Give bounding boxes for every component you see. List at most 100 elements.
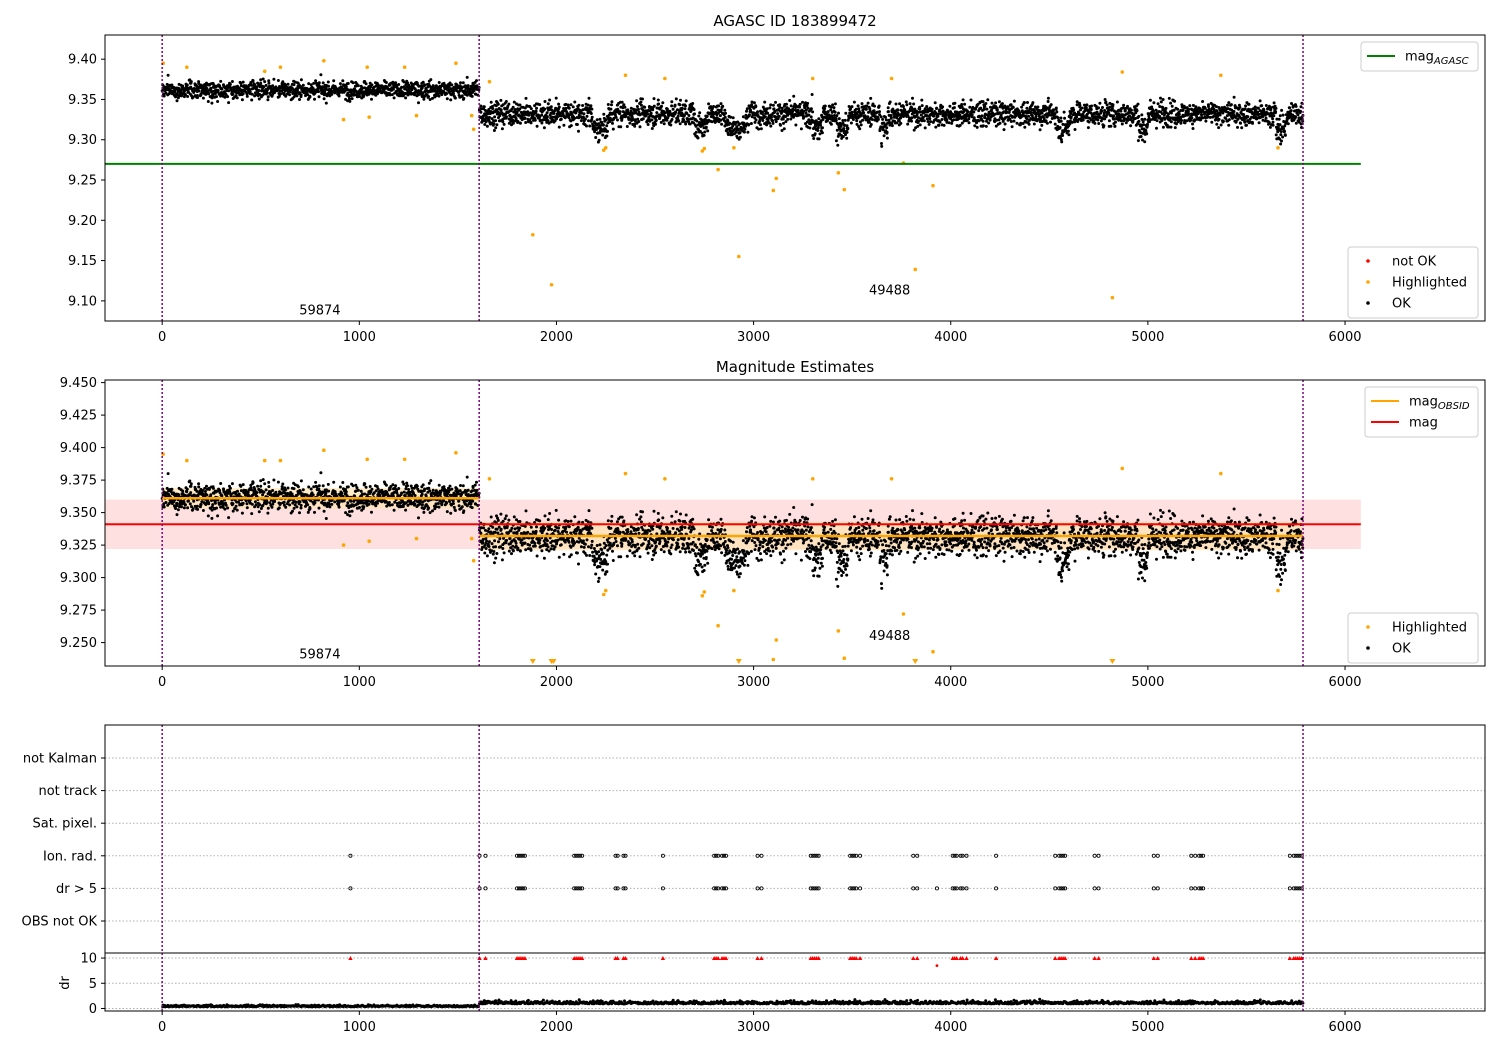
agasc-ok-point bbox=[958, 123, 962, 127]
agasc-ok-point bbox=[636, 107, 640, 111]
agasc-ok-point bbox=[271, 84, 275, 88]
agasc-ok-point bbox=[511, 105, 515, 109]
agasc-ok-point bbox=[1224, 117, 1228, 120]
agasc-ok-point bbox=[392, 96, 396, 100]
agasc-ok-point bbox=[816, 126, 820, 130]
estimates-ok-point bbox=[258, 503, 262, 507]
agasc-ok-point bbox=[879, 115, 883, 119]
agasc-ok-point bbox=[723, 115, 727, 119]
agasc-ok-point bbox=[445, 97, 449, 101]
agasc-ok-point bbox=[1161, 125, 1165, 129]
agasc-ok-point bbox=[687, 114, 691, 117]
agasc-ok-point bbox=[646, 123, 650, 126]
estimates-ok-point bbox=[241, 501, 245, 505]
agasc-ok-point bbox=[1232, 95, 1236, 99]
agasc-ok-point bbox=[442, 90, 446, 94]
agasc-ok-point bbox=[829, 108, 833, 112]
estimates-ok-point bbox=[322, 509, 326, 513]
agasc-ok-point bbox=[333, 91, 337, 95]
agasc-ok-point bbox=[493, 115, 497, 119]
agasc-ok-point bbox=[852, 100, 856, 104]
estimates-ok-point bbox=[282, 500, 286, 504]
agasc-ok-point bbox=[231, 92, 235, 96]
agasc-ok-point bbox=[337, 94, 341, 98]
agasc-ok-point bbox=[543, 107, 547, 111]
agasc-ok-point bbox=[487, 115, 491, 119]
agasc-status-legend-swatch bbox=[1366, 301, 1370, 305]
agasc-ok-point bbox=[826, 110, 830, 114]
agasc-ok-point bbox=[834, 118, 838, 122]
agasc-ok-point bbox=[1109, 124, 1113, 128]
agasc-ok-point bbox=[267, 79, 271, 83]
agasc-ok-point bbox=[227, 101, 231, 105]
agasc-ok-point bbox=[605, 124, 609, 128]
estimates-ok-point bbox=[332, 480, 336, 484]
agasc-ok-point bbox=[1272, 114, 1276, 118]
estimates-ok-point bbox=[245, 502, 249, 506]
agasc-highlighted-point bbox=[262, 69, 267, 74]
agasc-ok-point bbox=[866, 101, 870, 105]
agasc-ok-point bbox=[356, 84, 360, 88]
agasc-ok-point bbox=[388, 93, 392, 97]
agasc-xtick-label: 6000 bbox=[1328, 330, 1361, 345]
agasc-ok-point bbox=[806, 101, 810, 105]
estimates-ok-point bbox=[192, 499, 196, 503]
estimates-ok-point bbox=[356, 488, 360, 492]
agasc-status-legend-swatch bbox=[1366, 259, 1370, 263]
agasc-ok-point bbox=[1281, 135, 1285, 139]
agasc-ok-point bbox=[492, 129, 496, 132]
agasc-ok-point bbox=[652, 104, 656, 108]
agasc-ok-point bbox=[1257, 121, 1261, 125]
agasc-ok-point bbox=[669, 123, 673, 127]
estimates-ok-point bbox=[236, 489, 239, 493]
agasc-ok-point bbox=[679, 98, 682, 102]
agasc-ok-point bbox=[1052, 108, 1056, 112]
agasc-ok-point bbox=[661, 101, 665, 105]
agasc-ok-point bbox=[1029, 111, 1033, 114]
agasc-ok-point bbox=[1069, 115, 1073, 119]
agasc-ok-point bbox=[175, 99, 179, 103]
agasc-ok-point bbox=[577, 103, 581, 107]
agasc-ok-point bbox=[1112, 114, 1116, 118]
agasc-ok-point bbox=[671, 107, 675, 111]
agasc-ok-point bbox=[889, 116, 893, 120]
agasc-ok-point bbox=[1238, 105, 1242, 109]
agasc-ok-point bbox=[899, 121, 903, 125]
agasc-ok-point bbox=[1155, 119, 1159, 123]
agasc-ok-point bbox=[994, 101, 998, 105]
agasc-ok-point bbox=[573, 100, 577, 104]
agasc-ok-point bbox=[569, 103, 573, 107]
agasc-ok-point bbox=[295, 94, 299, 98]
agasc-ok-point bbox=[507, 102, 511, 106]
estimates-ok-point bbox=[348, 510, 351, 514]
agasc-ok-point bbox=[970, 113, 974, 117]
agasc-ok-point bbox=[754, 105, 758, 109]
agasc-ok-point bbox=[1161, 98, 1165, 101]
agasc-ok-point bbox=[610, 100, 614, 104]
agasc-ok-point bbox=[813, 132, 817, 136]
agasc-ok-point bbox=[908, 102, 912, 106]
estimates-ok-point bbox=[262, 490, 266, 494]
agasc-ok-point bbox=[878, 110, 881, 114]
estimates-ok-point bbox=[272, 478, 276, 482]
estimates-ok-point bbox=[270, 505, 274, 509]
agasc-ok-point bbox=[394, 81, 398, 85]
agasc-ok-point bbox=[546, 119, 550, 123]
agasc-ok-point bbox=[298, 91, 302, 95]
agasc-ok-point bbox=[1281, 113, 1285, 117]
agasc-ok-point bbox=[898, 102, 902, 106]
agasc-ok-point bbox=[465, 75, 469, 79]
estimates-ok-point bbox=[255, 491, 259, 494]
agasc-ok-point bbox=[942, 123, 946, 127]
agasc-ok-point bbox=[674, 97, 678, 101]
agasc-ok-point bbox=[545, 111, 549, 115]
agasc-ok-point bbox=[445, 92, 448, 96]
agasc-ok-point bbox=[934, 125, 938, 129]
agasc-ok-point bbox=[332, 79, 336, 83]
agasc-ok-point bbox=[284, 94, 288, 98]
agasc-ok-point bbox=[1280, 108, 1284, 112]
agasc-ok-point bbox=[1145, 132, 1149, 136]
agasc-ok-point bbox=[1045, 121, 1049, 125]
agasc-highlighted-point bbox=[702, 146, 707, 151]
agasc-ok-point bbox=[220, 87, 224, 91]
